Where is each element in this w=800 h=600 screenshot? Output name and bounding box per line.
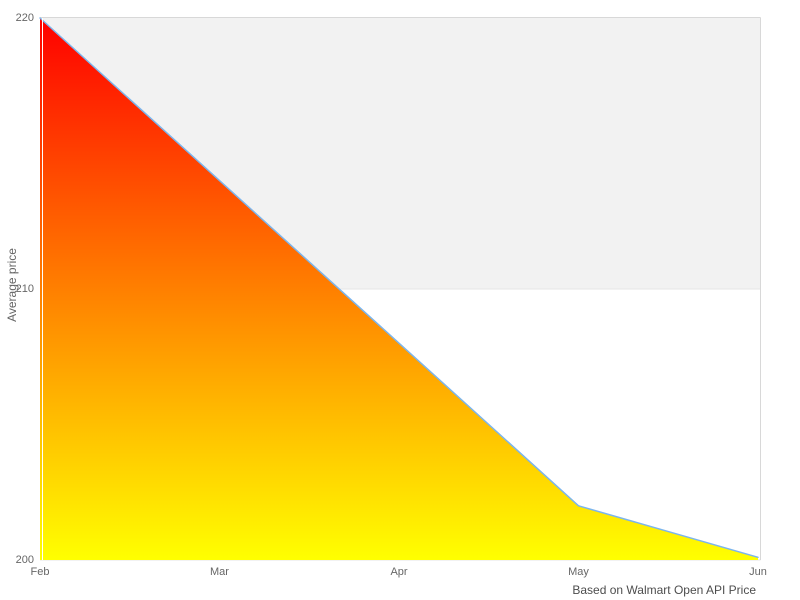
x-tick-label: Jun [749,566,767,578]
y-tick-label: 200 [15,553,34,566]
y-tick-label: 220 [15,11,34,24]
area-series [40,18,758,560]
x-tick-label: Apr [390,566,408,578]
series-line [39,17,759,559]
x-tick-label: Feb [30,566,50,578]
x-tick-label: May [568,566,589,578]
chart-caption: Based on Walmart Open API Price [572,583,756,597]
y-axis-title: Average price [5,248,19,322]
y-tick-label: 210 [15,282,34,295]
x-tick-label: Mar [210,566,229,578]
